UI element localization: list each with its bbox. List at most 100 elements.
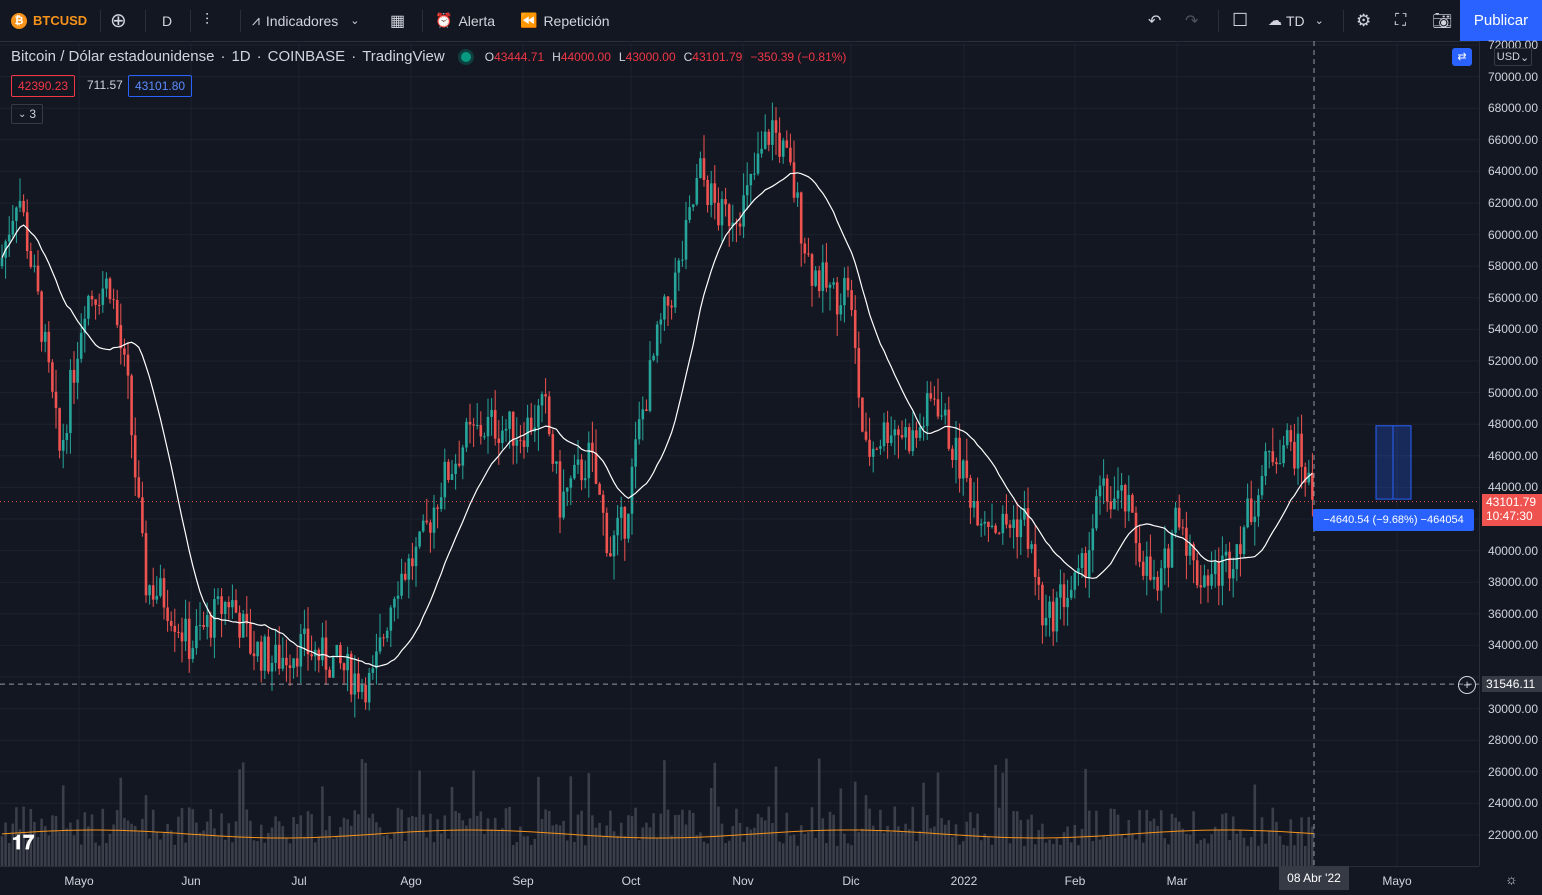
candle-body	[58, 408, 61, 451]
camera-icon[interactable]: 📷︎	[1432, 12, 1453, 30]
volume-bar	[205, 821, 209, 866]
volume-bar	[979, 840, 983, 866]
candle-body	[695, 178, 699, 205]
cloud-layout-button[interactable]: ☁ TD ⌄	[1268, 0, 1324, 41]
volume-bar	[115, 810, 119, 866]
symbol-search[interactable]: ₿ BTCUSD	[11, 0, 87, 41]
candle-body	[450, 474, 454, 480]
candle-body	[421, 520, 425, 532]
volume-bar	[972, 827, 976, 866]
chart-type-candles-icon[interactable]: ⫶	[205, 11, 210, 29]
buy-price-box[interactable]: 43101.80	[128, 75, 193, 97]
candle-body	[976, 501, 979, 526]
volume-bar	[288, 843, 292, 866]
indicators-collapse-toggle[interactable]: ⌄ 3	[11, 104, 43, 124]
settings-sun-icon[interactable]: ☼	[1505, 871, 1518, 887]
candle-body	[76, 358, 79, 383]
templates-grid-icon[interactable]: ▦	[390, 12, 406, 30]
candle-body	[645, 409, 648, 411]
candle-body	[731, 222, 735, 227]
candle-body	[137, 477, 141, 498]
candle-body	[1311, 472, 1314, 500]
alert-button[interactable]: ⏰ Alerta	[435, 0, 495, 41]
currency-selector[interactable]: USD ⌄	[1494, 48, 1532, 66]
volume-bar	[285, 837, 288, 866]
candle-body	[882, 422, 886, 447]
volume-bar	[119, 777, 123, 866]
open-value: 43444.71	[494, 49, 545, 64]
replay-button[interactable]: ⏪ Repetición	[520, 0, 610, 41]
indicators-button[interactable]: ⩘ Indicadores ⌄	[252, 0, 360, 41]
candle-body	[396, 595, 400, 599]
volume-bar	[58, 831, 61, 866]
volume-bar	[1116, 814, 1120, 866]
price-axis[interactable]: 72000.00 70000.00 68000.00 66000.00 64000.00…	[1479, 38, 1542, 866]
redo-icon[interactable]: ↷	[1185, 12, 1199, 30]
candle-body	[97, 304, 101, 306]
candle-body	[1120, 485, 1123, 491]
candle-body	[1296, 433, 1300, 469]
volume-bar	[281, 826, 285, 866]
volume-bar	[468, 818, 472, 866]
candle-body	[850, 290, 853, 311]
candle-body	[598, 483, 601, 495]
candle-body	[720, 199, 724, 226]
volume-bar	[634, 807, 637, 866]
layout-square-icon[interactable]: ☐	[1232, 10, 1249, 30]
volume-bar	[598, 822, 601, 866]
volume-bar	[850, 845, 853, 866]
volume-bar	[36, 837, 40, 866]
legend-source: TradingView	[362, 48, 445, 65]
candle-body	[749, 173, 753, 186]
volume-bar	[652, 813, 655, 866]
add-plus-icon[interactable]: +	[1458, 676, 1476, 694]
candle-body	[1138, 543, 1141, 562]
gear-icon[interactable]: ⚙	[1356, 10, 1372, 30]
volume-bar	[1069, 842, 1073, 866]
price-chart[interactable]	[0, 41, 1479, 866]
candle-body	[252, 653, 256, 657]
volume-bar	[4, 822, 7, 866]
undo-icon[interactable]: ↶	[1148, 12, 1162, 30]
candle-body	[472, 424, 475, 426]
candle-body	[148, 585, 151, 596]
compare-add-icon[interactable]: ⊕	[110, 10, 127, 32]
candle-body	[983, 521, 987, 524]
time-axis-label: Oct	[621, 874, 641, 888]
volume-bar	[1059, 844, 1062, 866]
volume-bar	[360, 759, 364, 866]
candle-body	[551, 434, 555, 464]
time-axis[interactable]: Mayo Jun Jul Ago Sep Oct Nov Dic 2022 Feb Mar Mayo	[0, 866, 1479, 895]
volume-bar	[277, 821, 281, 866]
candle-body	[1231, 569, 1235, 579]
candle-body	[1145, 556, 1149, 576]
candle-body	[760, 148, 763, 154]
volume-bar	[324, 830, 328, 866]
volume-bar	[673, 815, 677, 866]
sell-price-box[interactable]: 42390.23	[11, 75, 76, 97]
auto-scale-icon[interactable]: ⇄	[1452, 48, 1472, 66]
publish-button[interactable]: Publicar	[1460, 0, 1542, 41]
candle-body	[342, 663, 346, 671]
volume-bar	[1095, 810, 1098, 866]
candle-body	[933, 398, 936, 400]
volume-bar	[907, 829, 911, 866]
candle-body	[537, 405, 540, 428]
candle-body	[691, 204, 695, 208]
candle-body	[425, 520, 429, 523]
interval-button[interactable]: D	[162, 12, 173, 29]
candle-body	[418, 531, 421, 547]
candle-body	[666, 296, 670, 306]
volume-bar	[292, 817, 295, 866]
candle-body	[267, 636, 270, 672]
volume-bar	[173, 844, 177, 866]
volume-bar	[821, 818, 825, 866]
volume-bar	[591, 815, 594, 866]
volume-ma-line	[1, 829, 1315, 839]
candle-body	[187, 618, 191, 659]
candle-body	[335, 645, 339, 657]
fullscreen-icon[interactable]: ⛶	[1395, 11, 1407, 29]
volume-bar	[961, 841, 965, 866]
time-axis-label: Mar	[1166, 874, 1188, 888]
candle-body	[83, 318, 87, 333]
